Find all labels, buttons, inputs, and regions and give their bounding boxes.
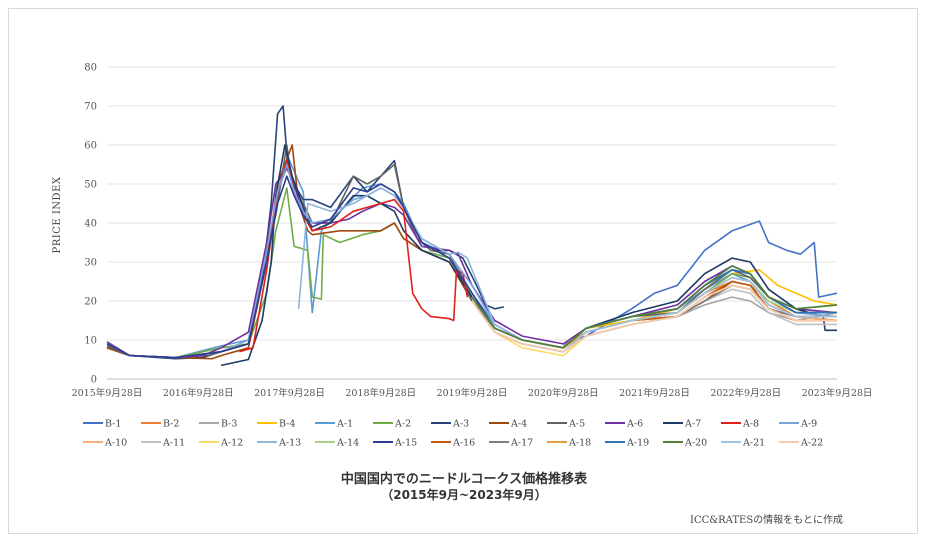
series-line-A-6 bbox=[106, 167, 838, 359]
series-line-A-20 bbox=[471, 265, 838, 349]
legend: B-1 B-2 B-3 B-4 A-1 A-2 A-3 A-4 A-5 A-6 A-7 A-8 A-9 A… bbox=[83, 419, 823, 449]
y-tick-label: 40 bbox=[84, 219, 97, 230]
x-tick-label: 2021年9月28日 bbox=[619, 387, 690, 399]
y-tick-label: 30 bbox=[84, 258, 97, 269]
chart-title: 中国国内でのニードルコークス価格推移表 bbox=[340, 472, 588, 487]
legend-label-A-3: A-3 bbox=[452, 419, 469, 430]
series-line-B-1 bbox=[563, 220, 838, 345]
x-tick-label: 2023年9月28日 bbox=[802, 387, 873, 399]
legend-label-A-6: A-6 bbox=[626, 419, 643, 430]
legend-label-A-16: A-16 bbox=[452, 438, 475, 449]
legend-label-A-4: A-4 bbox=[510, 419, 527, 430]
series-line-A-7 bbox=[220, 144, 837, 367]
y-tick-label: 80 bbox=[84, 63, 97, 74]
series-line-A-4 bbox=[106, 144, 838, 360]
x-tick-label: 2016年9月28日 bbox=[163, 387, 234, 399]
legend-label-A-20: A-20 bbox=[684, 438, 707, 449]
legend-label-B-1: B-1 bbox=[105, 419, 121, 430]
legend-label-A-15: A-15 bbox=[394, 438, 417, 449]
series-line-A-13 bbox=[297, 187, 837, 349]
legend-label-A-12: A-12 bbox=[220, 438, 243, 449]
x-tick-label: 2015年9月28日 bbox=[72, 387, 143, 399]
legend-label-A-17: A-17 bbox=[510, 438, 533, 449]
x-tick-label: 2022年9月28日 bbox=[710, 387, 781, 399]
series-lines bbox=[106, 105, 838, 367]
x-axis-ticks: 2015年9月28日 2016年9月28日 2017年9月28日 2018年9月28日… bbox=[72, 387, 873, 399]
legend-label-A-21: A-21 bbox=[742, 438, 765, 449]
series-line-B-2 bbox=[562, 280, 838, 349]
legend-label-B-4: B-4 bbox=[279, 419, 295, 430]
legend-label-A-9: A-9 bbox=[800, 419, 817, 430]
x-tick-label: 2018年9月28日 bbox=[345, 387, 416, 399]
x-tick-label: 2019年9月28日 bbox=[437, 387, 508, 399]
y-axis-ticks: 0 10 20 30 40 50 60 70 80 bbox=[84, 63, 97, 386]
legend-label-A-7: A-7 bbox=[684, 419, 701, 430]
chart-frame bbox=[8, 8, 918, 534]
y-tick-label: 50 bbox=[84, 180, 97, 191]
series-line-A-5 bbox=[106, 144, 837, 359]
legend-label-A-8: A-8 bbox=[742, 419, 759, 430]
legend-label-A-19: A-19 bbox=[626, 438, 649, 449]
series-line-A-15 bbox=[106, 175, 837, 359]
x-tick-label: 2017年9月28日 bbox=[254, 387, 325, 399]
source-note: ICC&RATESの情報をもとに作成 bbox=[690, 515, 843, 526]
legend-label-A-5: A-5 bbox=[568, 419, 585, 430]
y-tick-label: 20 bbox=[84, 297, 97, 308]
x-tick-label: 2020年9月28日 bbox=[528, 387, 599, 399]
series-line-A-22 bbox=[471, 284, 837, 353]
chart-subtitle: （2015年9月~2023年9月） bbox=[381, 488, 547, 502]
y-tick-label: 10 bbox=[84, 336, 97, 347]
legend-label-A-13: A-13 bbox=[278, 438, 301, 449]
legend-label-A-1: A-1 bbox=[336, 419, 353, 430]
legend-label-B-2: B-2 bbox=[163, 419, 179, 430]
y-tick-label: 70 bbox=[84, 102, 97, 113]
grid-lines bbox=[107, 66, 837, 380]
legend-label-B-3: B-3 bbox=[221, 419, 237, 430]
y-tick-label: 0 bbox=[91, 375, 97, 386]
series-line-A-1 bbox=[106, 159, 837, 359]
legend-label-A-11: A-11 bbox=[162, 438, 185, 449]
legend-label-A-14: A-14 bbox=[336, 438, 359, 449]
legend-label-A-18: A-18 bbox=[568, 438, 591, 449]
y-tick-label: 60 bbox=[84, 141, 97, 152]
legend-label-A-22: A-22 bbox=[800, 438, 823, 449]
y-axis-label: PRICE INDEX bbox=[52, 176, 63, 253]
legend-label-A-2: A-2 bbox=[394, 419, 411, 430]
legend-label-A-10: A-10 bbox=[104, 438, 127, 449]
